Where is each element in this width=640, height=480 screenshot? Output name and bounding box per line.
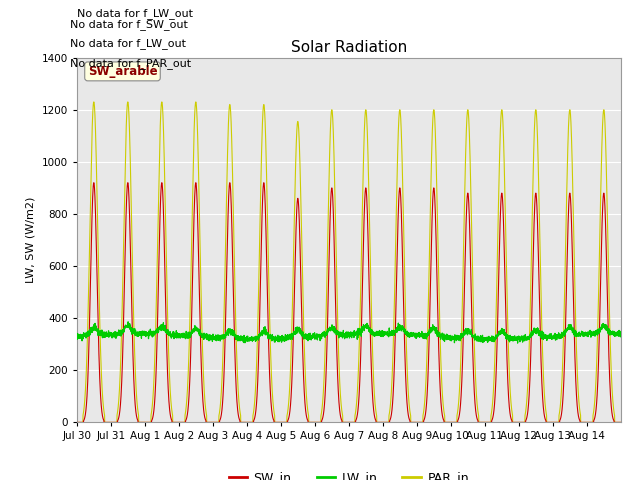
SW_in	[499, 203, 507, 209]
LW_in	[617, 330, 625, 336]
PAR_in	[475, 420, 483, 425]
PAR_in	[425, 282, 433, 288]
Line: PAR_in: PAR_in	[77, 102, 621, 422]
Legend: SW_in, LW_in, PAR_in: SW_in, LW_in, PAR_in	[223, 466, 474, 480]
PAR_in	[617, 420, 625, 425]
PAR_in	[90, 99, 98, 105]
PAR_in	[499, 119, 507, 125]
Title: Solar Radiation: Solar Radiation	[291, 40, 407, 55]
SW_in	[475, 420, 483, 425]
SW_in	[436, 375, 444, 381]
SW_in	[73, 420, 81, 425]
Y-axis label: LW, SW (W/m2): LW, SW (W/m2)	[26, 197, 36, 283]
LW_in	[499, 328, 507, 334]
PAR_in	[491, 356, 499, 361]
LW_in	[491, 335, 499, 341]
LW_in	[124, 319, 132, 324]
LW_in	[425, 330, 433, 336]
SW_in	[491, 397, 499, 403]
Text: No data for f_SW_out: No data for f_SW_out	[70, 19, 188, 30]
PAR_in	[167, 394, 175, 400]
LW_in	[514, 340, 522, 346]
SW_in	[167, 414, 175, 420]
Text: No data for f_PAR_out: No data for f_PAR_out	[70, 58, 191, 69]
SW_in	[425, 349, 433, 355]
Text: No data for f_LW_out: No data for f_LW_out	[77, 8, 193, 19]
LW_in	[73, 335, 81, 340]
Line: LW_in: LW_in	[77, 322, 621, 343]
Text: No data for f_LW_out: No data for f_LW_out	[70, 38, 186, 49]
LW_in	[436, 330, 444, 336]
LW_in	[167, 332, 175, 338]
PAR_in	[73, 420, 81, 425]
PAR_in	[436, 320, 444, 325]
Line: SW_in: SW_in	[77, 183, 621, 422]
SW_in	[90, 180, 98, 186]
Text: SW_arable: SW_arable	[88, 65, 157, 78]
SW_in	[617, 420, 625, 425]
LW_in	[475, 337, 483, 343]
